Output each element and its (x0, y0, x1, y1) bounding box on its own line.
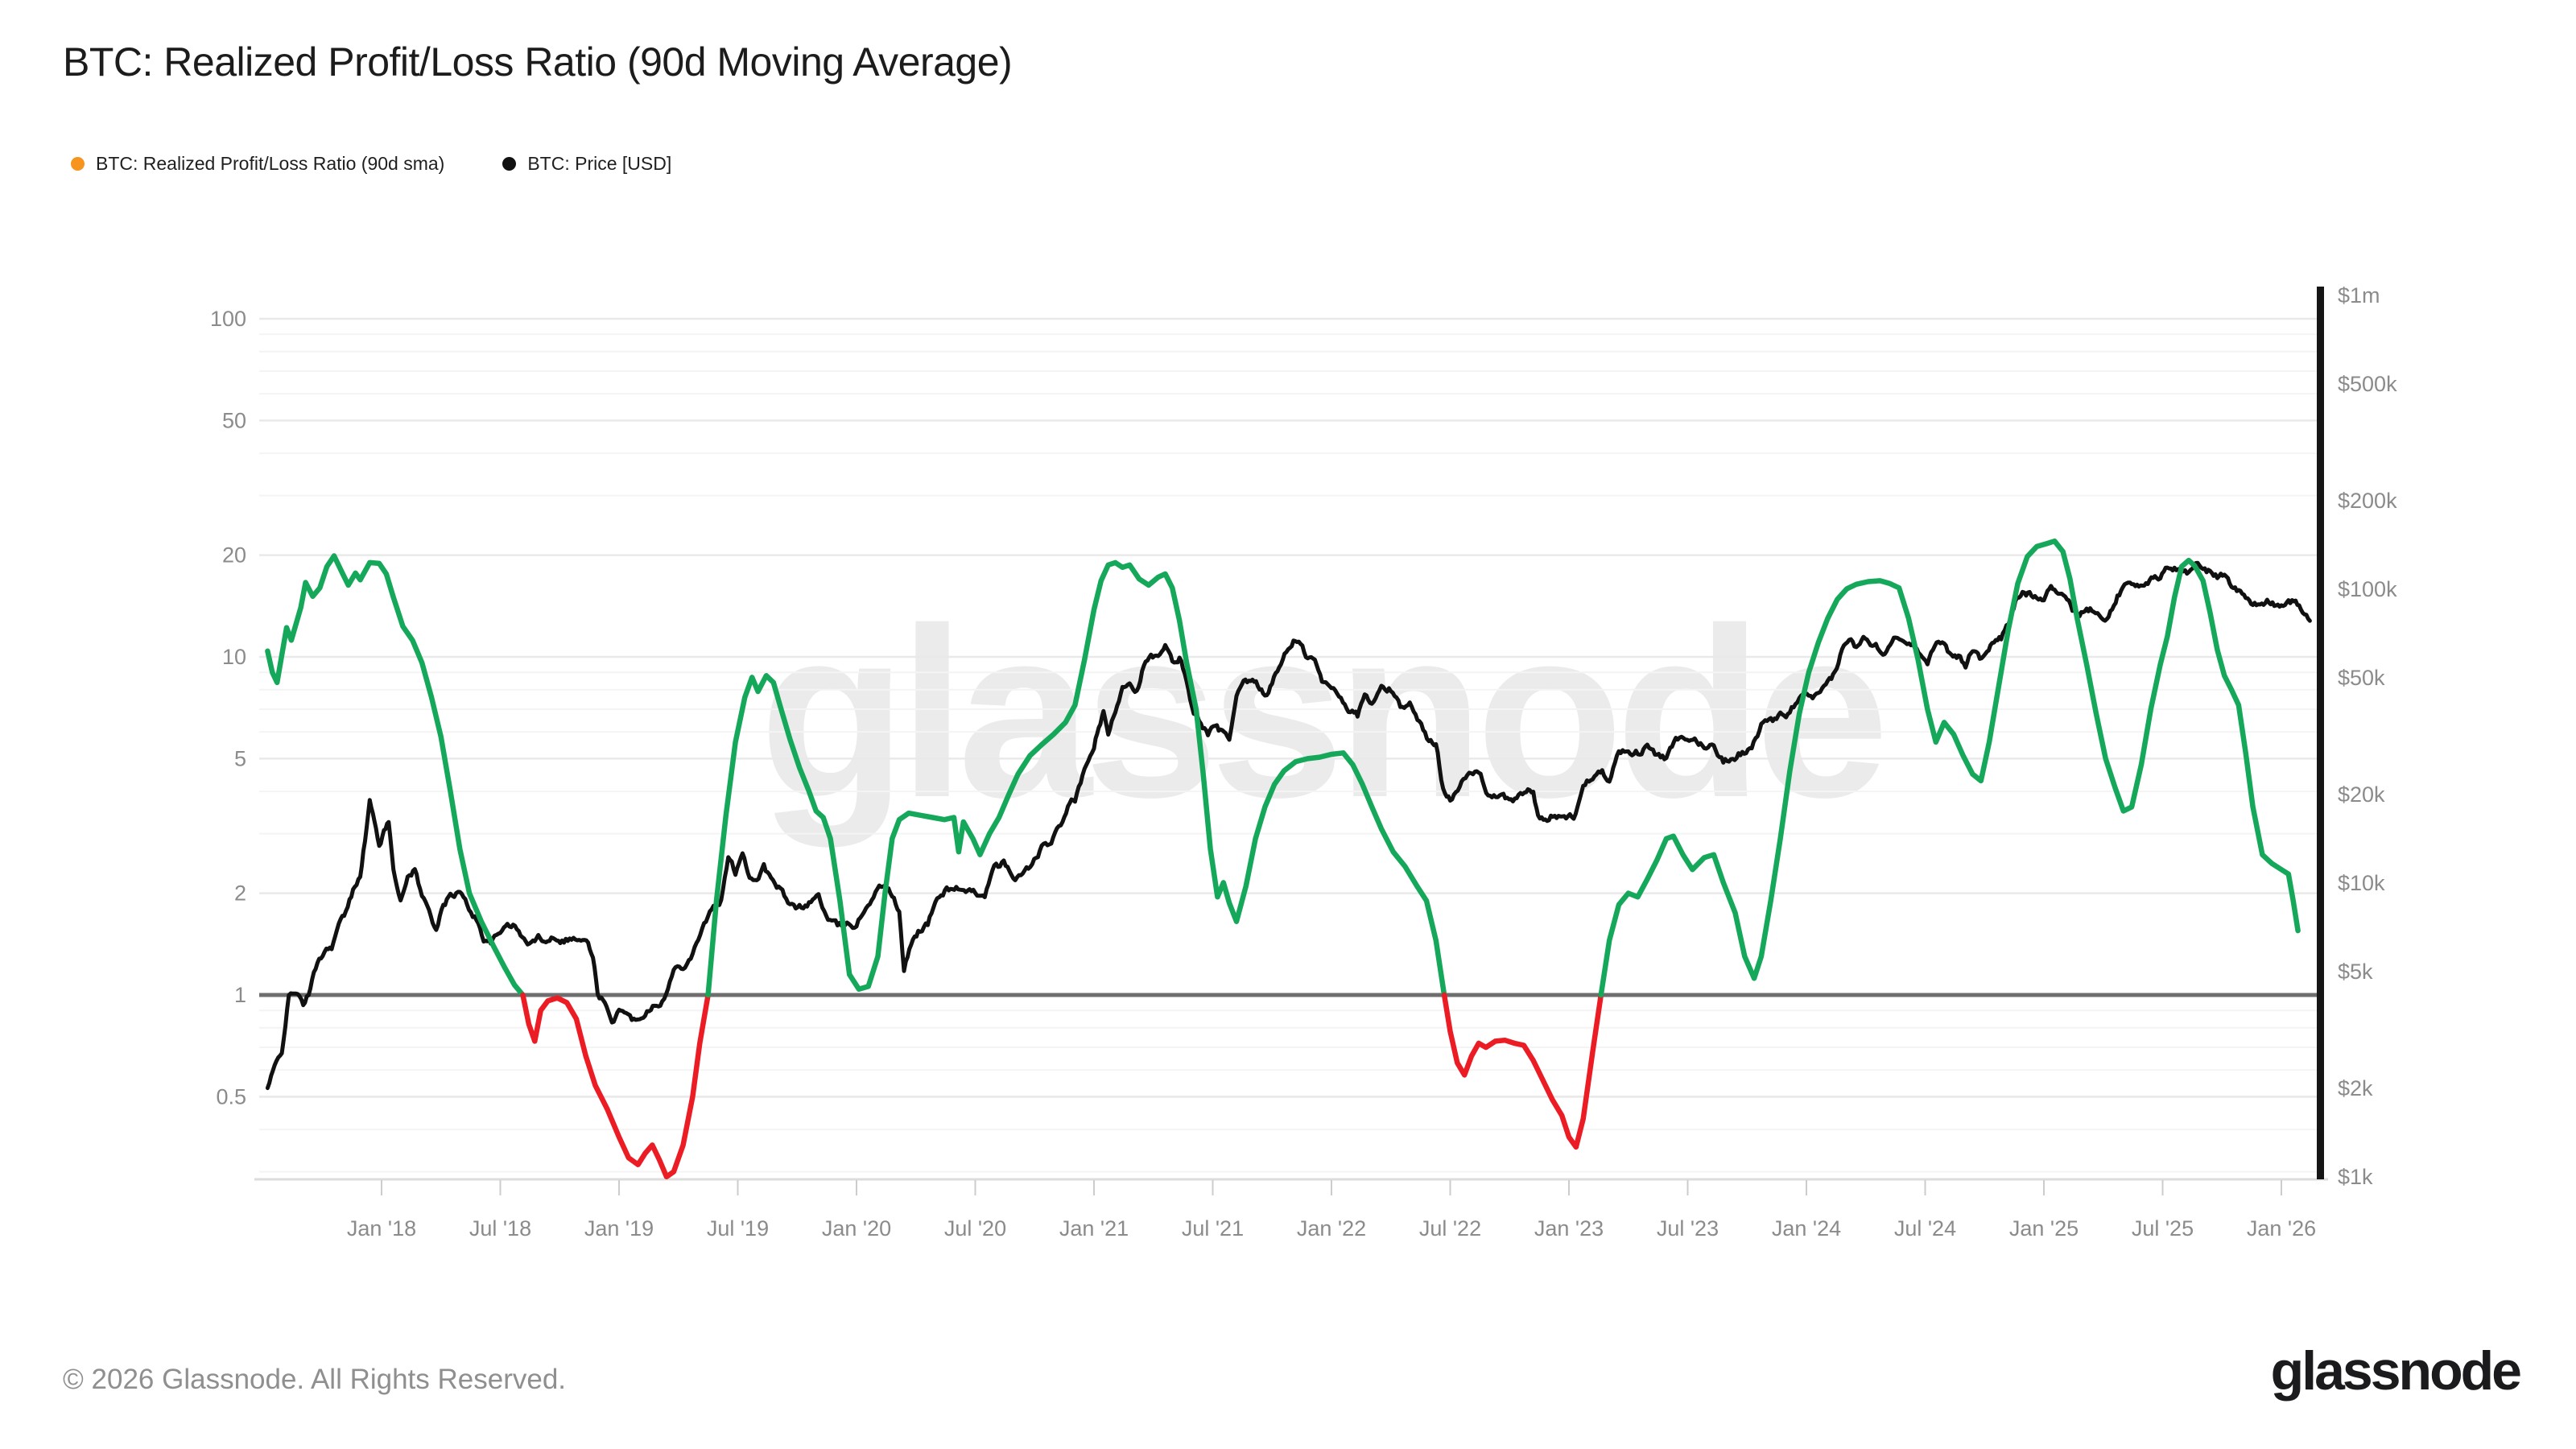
x-tick-label: Jul '18 (469, 1216, 531, 1241)
right-tick-label: $1k (2338, 1165, 2373, 1189)
x-tick-label: Jan '21 (1059, 1216, 1129, 1241)
ratio-series-swatch-icon (71, 157, 85, 171)
right-tick-label: $5k (2338, 960, 2373, 984)
x-tick-label: Jan '23 (1534, 1216, 1604, 1241)
left-tick-label: 5 (234, 746, 246, 770)
x-tick-label: Jul '23 (1657, 1216, 1719, 1241)
x-tick-label: Jul '21 (1182, 1216, 1244, 1241)
left-tick-label: 100 (210, 307, 246, 331)
x-tick-label: Jul '20 (944, 1216, 1006, 1241)
x-tick-label: Jul '25 (2132, 1216, 2194, 1241)
legend-label-price: BTC: Price [USD] (527, 153, 672, 174)
right-tick-label: $1m (2338, 283, 2380, 308)
right-tick-label: $2k (2338, 1076, 2373, 1100)
right-tick-label: $50k (2338, 666, 2385, 690)
right-tick-label: $10k (2338, 871, 2385, 895)
right-tick-label: $20k (2338, 782, 2385, 807)
x-tick-label: Jan '24 (1772, 1216, 1841, 1241)
x-tick-label: Jul '22 (1419, 1216, 1481, 1241)
legend-item-price[interactable]: BTC: Price [USD] (502, 153, 671, 175)
right-tick-label: $500k (2338, 372, 2397, 396)
left-tick-label: 20 (222, 543, 246, 568)
glassnode-watermark: glassnode (759, 577, 1889, 848)
legend-label-ratio: BTC: Realized Profit/Loss Ratio (90d sma… (96, 153, 445, 174)
x-tick-label: Jan '25 (2009, 1216, 2079, 1241)
ratio-line-loss-segment (1441, 992, 1604, 1150)
right-tick-label: $100k (2338, 577, 2397, 601)
ratio-line-loss-segment (520, 992, 711, 1179)
legend: BTC: Realized Profit/Loss Ratio (90d sma… (71, 153, 671, 175)
left-tick-label: 50 (222, 408, 246, 432)
x-tick-label: Jan '20 (822, 1216, 891, 1241)
gridlines (259, 317, 2317, 1173)
legend-item-ratio[interactable]: BTC: Realized Profit/Loss Ratio (90d sma… (71, 153, 444, 175)
glassnode-logo: glassnode (2270, 1340, 2522, 1402)
right-axis: $1m $500k $200k $100k $50k $20k $10k $5k $2k $1k (2338, 283, 2397, 1189)
left-axis: 100 50 20 10 5 2 1 0.5 (210, 307, 246, 1108)
left-tick-label: 0.5 (216, 1084, 246, 1108)
x-tick-label: Jul '19 (707, 1216, 769, 1241)
x-axis: Jan '18 Jul '18 Jan '19 Jul '19 Jan '20 Jul '… (254, 1178, 2328, 1241)
right-axis-spine (2317, 287, 2324, 1179)
x-tick-label: Jan '22 (1297, 1216, 1366, 1241)
price-line (265, 560, 2312, 1091)
right-tick-label: $200k (2338, 489, 2397, 513)
copyright-text: © 2026 Glassnode. All Rights Reserved. (63, 1364, 567, 1395)
x-tick-label: Jul '24 (1894, 1216, 1956, 1241)
page-title: BTC: Realized Profit/Loss Ratio (90d Mov… (63, 39, 1013, 85)
left-tick-label: 1 (234, 983, 246, 1007)
price-series-swatch-icon (502, 157, 517, 171)
left-tick-label: 10 (222, 645, 246, 669)
ratio-line-profit-segment (265, 553, 526, 998)
left-tick-label: 2 (234, 881, 246, 906)
x-tick-label: Jan '19 (584, 1216, 654, 1241)
ratio-line-profit-segment (1598, 538, 2301, 998)
x-tick-label: Jan '26 (2247, 1216, 2316, 1241)
x-tick-label: Jan '18 (347, 1216, 416, 1241)
ratio-line-profit-segment (705, 559, 1447, 998)
